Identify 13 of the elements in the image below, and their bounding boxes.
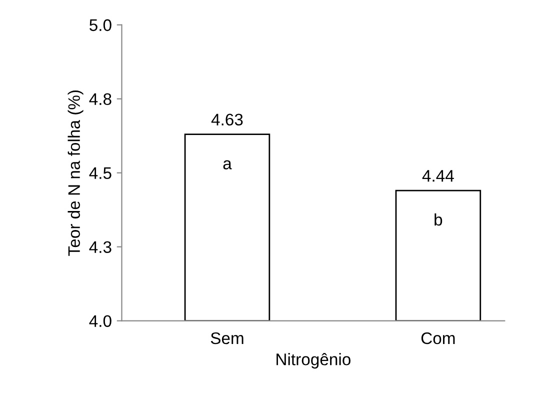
x-tick-label: Sem (210, 332, 244, 344)
y-tick-label: 5.0 (90, 19, 112, 32)
y-tick-label: 4.8 (89, 93, 112, 106)
y-tick-label: 4.0 (89, 315, 112, 328)
annotation: b (434, 213, 442, 226)
y-tick-label: 4.3 (89, 241, 112, 254)
x-tick-label: Com (421, 332, 455, 344)
y-axis-title: Teor de N na folha (%) (68, 90, 84, 256)
data-label: 4.44 (422, 170, 454, 182)
data-label: 4.63 (211, 114, 243, 126)
x-axis-title: Nitrogênio (276, 353, 350, 369)
annotation: a (223, 160, 232, 170)
y-tick-label: 4.5 (89, 167, 112, 180)
